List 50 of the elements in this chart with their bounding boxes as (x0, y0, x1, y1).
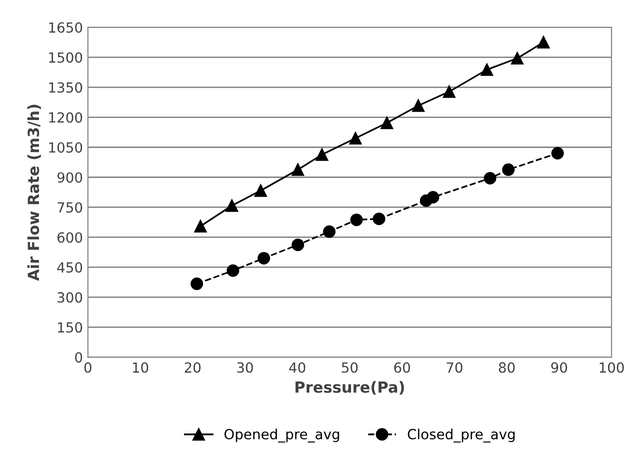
x-tick-label: 50 (342, 362, 358, 373)
point (226, 264, 240, 277)
point (412, 99, 425, 112)
x-tick-label: 40 (289, 362, 306, 373)
y-tick-label: 1050 (49, 142, 82, 153)
y-axis-title: Air Flow Rate (m3/h) (27, 104, 41, 281)
y-tick-label: 150 (58, 322, 82, 333)
y-tick-label: 1650 (49, 22, 82, 33)
x-tick-label: 80 (498, 362, 515, 373)
y-tick-label: 1200 (49, 112, 82, 123)
point (426, 190, 440, 204)
point (254, 184, 267, 197)
y-tick-label: 600 (58, 232, 82, 243)
point (226, 199, 238, 212)
point (484, 172, 496, 184)
point (194, 220, 207, 232)
point (511, 52, 524, 65)
point (323, 225, 336, 238)
point (551, 147, 564, 160)
point (258, 252, 270, 264)
y-tick-label: 750 (58, 202, 82, 213)
point (292, 163, 304, 176)
y-tick-label: 1500 (49, 52, 82, 63)
x-tick-label: 20 (184, 362, 201, 373)
y-tick-label: 1350 (49, 82, 82, 93)
point (537, 36, 550, 49)
point (316, 148, 328, 161)
x-axis-title: Pressure(Pa) (296, 381, 404, 395)
x-tick-label: 100 (600, 362, 624, 373)
point (372, 212, 386, 226)
point (502, 163, 515, 176)
x-tick-label: 30 (237, 362, 253, 373)
y-tick-label: 300 (58, 292, 82, 303)
legend-label: Closed_pre_avg (408, 428, 515, 442)
point (190, 278, 204, 290)
legend-label: Opened_pre_avg (224, 428, 340, 442)
x-tick-label: 90 (551, 362, 568, 373)
point (380, 116, 394, 130)
x-tick-label: 10 (132, 362, 148, 373)
point (442, 85, 456, 98)
y-tick-label: 0 (75, 352, 82, 363)
point (292, 238, 304, 252)
point (350, 214, 363, 226)
x-tick-label: 70 (446, 362, 462, 373)
x-tick-label: 0 (84, 362, 92, 373)
point (349, 132, 362, 145)
point (480, 63, 494, 76)
x-tick-label: 60 (394, 362, 410, 373)
y-tick-label: 900 (57, 172, 82, 183)
y-tick-label: 450 (57, 262, 82, 273)
